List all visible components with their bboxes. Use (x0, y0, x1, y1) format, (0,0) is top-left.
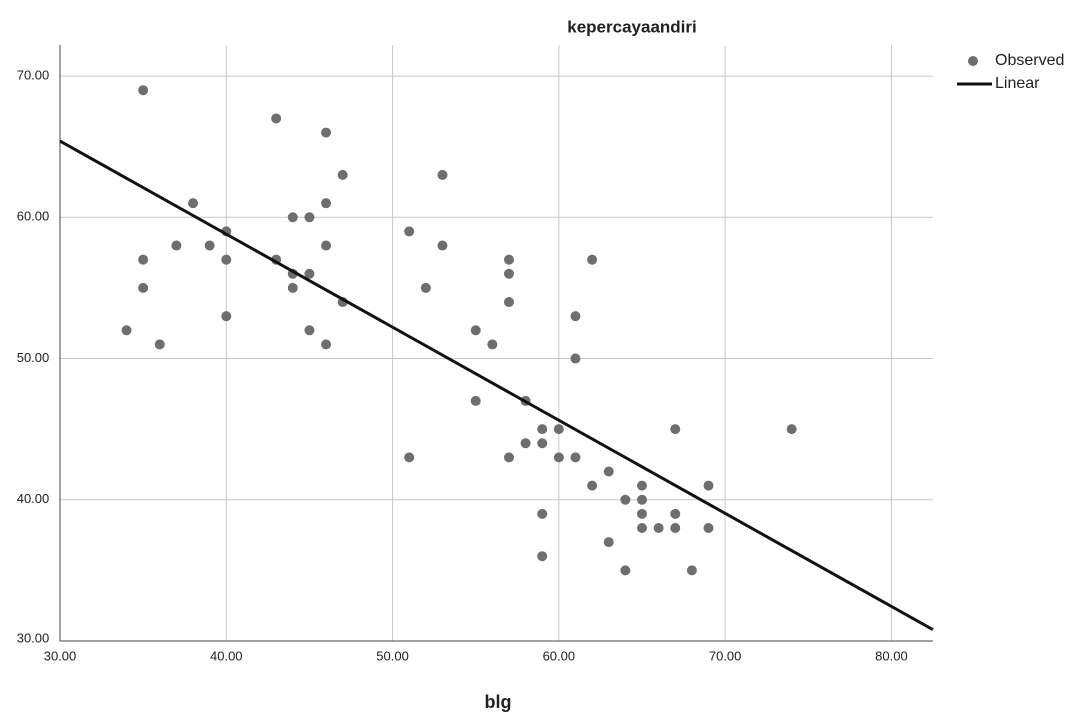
point (520, 438, 531, 449)
point (470, 325, 481, 336)
point (503, 297, 514, 308)
point (188, 198, 199, 209)
point (670, 508, 681, 519)
point (470, 395, 481, 406)
point (703, 523, 714, 534)
point (138, 282, 149, 293)
x-tick-label: 80.00 (875, 648, 908, 663)
x-tick-label: 70.00 (709, 648, 742, 663)
point (603, 537, 614, 548)
point (271, 113, 282, 124)
point (503, 268, 514, 279)
x-tick-label: 60.00 (543, 648, 576, 663)
point (204, 240, 215, 251)
chart-title: kepercayaandiri (567, 17, 696, 36)
point (337, 169, 348, 180)
point (670, 424, 681, 435)
point (786, 424, 797, 435)
fit-line (59, 139, 934, 632)
point (553, 452, 564, 463)
point (304, 325, 315, 336)
point (653, 523, 664, 534)
point (121, 325, 132, 336)
point (503, 452, 514, 463)
point (537, 508, 548, 519)
point (686, 565, 697, 576)
point (670, 523, 681, 534)
y-tick-label: 40.00 (17, 491, 50, 506)
x-tick-label: 50.00 (376, 648, 409, 663)
point (537, 438, 548, 449)
point (570, 452, 581, 463)
point (637, 523, 647, 534)
point (587, 254, 598, 265)
point (154, 339, 165, 350)
point (637, 494, 647, 505)
point (171, 240, 182, 251)
point (570, 353, 581, 364)
point (437, 240, 448, 251)
y-tick-label: 60.00 (17, 209, 50, 224)
point (437, 169, 448, 180)
point (321, 339, 332, 350)
point (420, 282, 431, 293)
point (603, 466, 614, 477)
x-axis-label: blg (485, 692, 512, 712)
point (487, 339, 498, 350)
point (321, 240, 332, 251)
point (404, 226, 415, 237)
point (637, 508, 647, 519)
point (138, 254, 149, 265)
y-tick-label: 50.00 (17, 350, 50, 365)
point (620, 494, 631, 505)
point (537, 551, 548, 562)
x-tick-label: 30.00 (44, 648, 77, 663)
point (221, 311, 232, 322)
x-tick-label: 40.00 (210, 648, 243, 663)
point (321, 198, 332, 209)
point (287, 212, 298, 223)
point (287, 282, 298, 293)
point (404, 452, 415, 463)
point (637, 480, 647, 491)
point (304, 268, 315, 279)
point (221, 254, 232, 265)
point (503, 254, 514, 265)
legend-label: Linear (995, 75, 1040, 92)
y-tick-label: 30.00 (17, 630, 50, 645)
point (703, 480, 714, 491)
y-tick-label: 70.00 (17, 68, 50, 83)
point (553, 424, 564, 435)
point (620, 565, 631, 576)
point (537, 424, 548, 435)
point (304, 212, 315, 223)
legend-label: Observed (995, 52, 1064, 69)
point (138, 85, 149, 96)
point (587, 480, 598, 491)
point (321, 127, 332, 138)
legend-symbol (968, 56, 978, 66)
point (570, 311, 581, 322)
